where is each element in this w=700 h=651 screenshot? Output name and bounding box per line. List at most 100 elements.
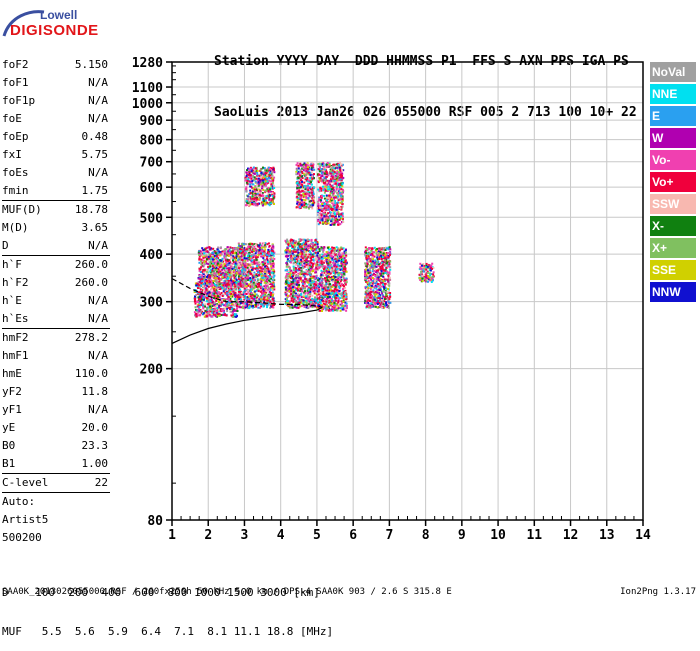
echo-point xyxy=(250,192,252,194)
echo-point xyxy=(268,295,270,297)
echo-point xyxy=(298,268,300,270)
echo-point xyxy=(232,316,234,318)
echo-point xyxy=(273,275,275,277)
echo-point xyxy=(297,299,299,301)
echo-point xyxy=(235,248,237,250)
echo-point xyxy=(257,300,259,302)
echo-point xyxy=(206,315,208,317)
echo-point xyxy=(301,166,303,168)
echo-point xyxy=(304,195,306,197)
echo-point xyxy=(248,249,250,251)
echo-point xyxy=(249,279,251,281)
echo-point xyxy=(244,257,246,259)
echo-point xyxy=(331,247,333,249)
echo-point xyxy=(251,247,253,249)
echo-point xyxy=(294,260,296,262)
echo-point xyxy=(203,289,205,291)
echo-point xyxy=(202,306,204,308)
echo-point xyxy=(317,302,319,304)
echo-point xyxy=(249,305,251,307)
echo-point xyxy=(226,310,228,312)
echo-point xyxy=(215,275,217,277)
echo-point xyxy=(235,259,237,261)
echo-point xyxy=(306,298,308,300)
echo-point xyxy=(265,282,267,284)
echo-point xyxy=(210,255,212,257)
echo-point xyxy=(217,288,219,290)
echo-point xyxy=(220,260,222,262)
echo-point xyxy=(235,274,237,276)
echo-point xyxy=(201,295,203,297)
echo-point xyxy=(213,295,215,297)
echo-point xyxy=(296,203,298,205)
echo-point xyxy=(236,279,238,281)
echo-point xyxy=(246,204,248,206)
echo-point xyxy=(249,243,251,245)
echo-point xyxy=(315,277,317,279)
echo-point xyxy=(303,204,305,206)
echo-point xyxy=(227,246,229,248)
echo-point xyxy=(305,295,307,297)
echo-point xyxy=(226,308,228,310)
echo-point xyxy=(307,266,309,268)
echo-point xyxy=(198,278,200,280)
echo-point xyxy=(267,276,269,278)
echo-point xyxy=(273,258,275,260)
echo-point xyxy=(291,260,293,262)
echo-point xyxy=(302,193,304,195)
echo-point xyxy=(307,239,309,241)
echo-point xyxy=(249,204,251,206)
echo-point xyxy=(209,277,211,279)
echo-point xyxy=(328,300,330,302)
echo-point xyxy=(254,189,256,191)
echo-point xyxy=(286,269,288,271)
echo-point xyxy=(207,312,209,314)
echo-point xyxy=(296,168,298,170)
echo-point xyxy=(268,255,270,257)
echo-point xyxy=(304,199,306,201)
echo-point xyxy=(295,275,297,277)
echo-point xyxy=(303,248,305,250)
echo-point xyxy=(298,165,300,167)
echo-point xyxy=(304,306,306,308)
echo-point xyxy=(317,243,319,245)
echo-point xyxy=(299,200,301,202)
echo-point xyxy=(269,245,271,247)
echo-point xyxy=(258,175,260,177)
echo-point xyxy=(210,259,212,261)
echo-point xyxy=(246,200,248,202)
echo-point xyxy=(305,246,307,248)
echo-point xyxy=(313,187,315,189)
echo-point xyxy=(217,263,219,265)
echo-point xyxy=(230,286,232,288)
echo-point xyxy=(346,271,348,273)
echo-point xyxy=(259,266,261,268)
echo-point xyxy=(268,271,270,273)
echo-point xyxy=(224,269,226,271)
echo-point xyxy=(291,257,293,259)
echo-point xyxy=(199,286,201,288)
echo-point xyxy=(259,194,261,196)
echo-point xyxy=(290,252,292,254)
echo-point xyxy=(232,312,234,314)
echo-point xyxy=(245,297,247,299)
echo-point xyxy=(298,307,300,309)
echo-point xyxy=(225,298,227,300)
echo-point xyxy=(305,292,307,294)
echo-point xyxy=(216,310,218,312)
echo-point xyxy=(290,293,292,295)
echo-point xyxy=(205,289,207,291)
echo-point xyxy=(306,177,308,179)
echo-point xyxy=(309,293,311,295)
echo-point xyxy=(214,255,216,257)
echo-point xyxy=(246,190,248,192)
echo-point xyxy=(210,308,212,310)
echo-point xyxy=(218,285,220,287)
echo-point xyxy=(206,300,208,302)
echo-point xyxy=(247,260,249,262)
echo-point xyxy=(291,298,293,300)
echo-point xyxy=(297,254,299,256)
echo-point xyxy=(218,273,220,275)
echo-point xyxy=(206,250,208,252)
echo-point xyxy=(203,299,205,301)
